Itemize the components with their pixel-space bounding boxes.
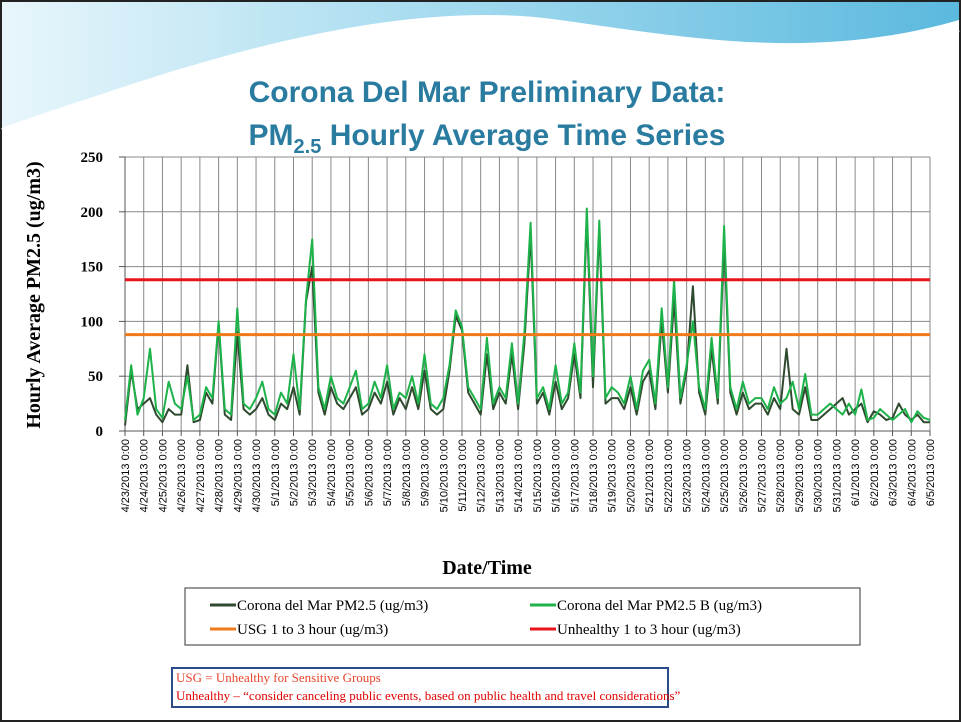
- x-tick-label: 6/1/2013 0:00: [850, 439, 862, 506]
- x-axis-label: Date/Time: [442, 557, 532, 579]
- x-tick-label: 4/25/2013 0:00: [157, 439, 169, 512]
- x-tick-label: 4/23/2013 0:00: [120, 439, 132, 512]
- x-tick-label: 5/17/2013 0:00: [569, 439, 581, 512]
- x-tick-label: 5/11/2013 0:00: [457, 439, 469, 512]
- x-tick-label: 5/12/2013 0:00: [476, 439, 488, 512]
- x-tick-label: 5/10/2013 0:00: [438, 439, 450, 512]
- x-tick-label: 5/23/2013 0:00: [682, 439, 694, 512]
- x-tick-label: 5/20/2013 0:00: [625, 439, 637, 512]
- x-tick-label: 5/30/2013 0:00: [813, 439, 825, 512]
- x-tick-label: 5/8/2013 0:00: [401, 439, 413, 506]
- x-tick-label: 5/4/2013 0:00: [326, 439, 338, 506]
- legend-label: Unhealthy 1 to 3 hour (ug/m3): [557, 622, 741, 638]
- note-line-2: Unhealthy – “consider canceling public e…: [176, 688, 681, 703]
- x-tick-label: 4/26/2013 0:00: [176, 439, 188, 512]
- note-line-1: USG = Unhealthy for Sensitive Groups: [176, 670, 381, 685]
- x-tick-label: 5/24/2013 0:00: [700, 439, 712, 512]
- title-main: PM: [249, 119, 294, 152]
- x-tick-label: 5/29/2013 0:00: [794, 439, 806, 512]
- y-tick-label: 100: [81, 314, 104, 330]
- x-tick-label: 4/29/2013 0:00: [232, 439, 244, 512]
- x-tick-label: 4/24/2013 0:00: [139, 439, 151, 512]
- x-tick-label: 6/4/2013 0:00: [906, 439, 918, 506]
- page: Corona Del Mar Preliminary Data: PM2.5 H…: [0, 0, 961, 722]
- title-subscript: 2.5: [294, 136, 322, 158]
- x-tick-label: 5/22/2013 0:00: [663, 439, 675, 512]
- x-tick-label: 5/14/2013 0:00: [513, 439, 525, 512]
- x-tick-label: 5/6/2013 0:00: [363, 439, 375, 506]
- x-tick-label: 5/16/2013 0:00: [551, 439, 563, 512]
- legend-label: Corona del Mar PM2.5 (ug/m3): [237, 598, 428, 614]
- legend-label: Corona del Mar PM2.5 B (ug/m3): [557, 598, 762, 614]
- x-tick-label: 5/21/2013 0:00: [644, 439, 656, 512]
- y-tick-label: 250: [81, 150, 104, 166]
- x-tick-label: 5/5/2013 0:00: [345, 439, 357, 506]
- x-tick-label: 5/19/2013 0:00: [607, 439, 619, 512]
- title-rest: Hourly Average Time Series: [321, 119, 725, 152]
- x-tick-label: 4/30/2013 0:00: [251, 439, 263, 512]
- x-tick-label: 5/7/2013 0:00: [382, 439, 394, 506]
- y-tick-label: 150: [81, 260, 104, 276]
- y-tick-label: 200: [81, 205, 104, 221]
- title-line-1: Corona Del Mar Preliminary Data:: [249, 76, 726, 109]
- x-tick-label: 5/28/2013 0:00: [775, 439, 787, 512]
- x-tick-label: 5/31/2013 0:00: [831, 439, 843, 512]
- x-tick-label: 5/9/2013 0:00: [420, 439, 432, 506]
- x-tick-label: 5/3/2013 0:00: [307, 439, 319, 506]
- x-tick-label: 5/18/2013 0:00: [588, 439, 600, 512]
- x-tick-label: 5/2/2013 0:00: [288, 439, 300, 506]
- x-tick-label: 5/26/2013 0:00: [738, 439, 750, 512]
- x-tick-label: 6/2/2013 0:00: [869, 439, 881, 506]
- x-tick-label: 6/3/2013 0:00: [888, 439, 900, 506]
- x-tick-label: 5/27/2013 0:00: [757, 439, 769, 512]
- slide: Corona Del Mar Preliminary Data: PM2.5 H…: [0, 0, 961, 722]
- legend-label: USG 1 to 3 hour (ug/m3): [237, 622, 388, 638]
- y-tick-label: 50: [88, 369, 103, 385]
- x-tick-label: 5/13/2013 0:00: [494, 439, 506, 512]
- x-tick-label: 6/5/2013 0:00: [925, 439, 937, 506]
- y-axis-label: Hourly Average PM2.5 (ug/m3): [23, 161, 45, 428]
- x-tick-label: 4/28/2013 0:00: [214, 439, 226, 512]
- y-tick-label: 0: [96, 424, 104, 440]
- x-tick-label: 5/15/2013 0:00: [532, 439, 544, 512]
- x-tick-label: 5/1/2013 0:00: [270, 439, 282, 506]
- x-tick-label: 5/25/2013 0:00: [719, 439, 731, 512]
- x-tick-label: 4/27/2013 0:00: [195, 439, 207, 512]
